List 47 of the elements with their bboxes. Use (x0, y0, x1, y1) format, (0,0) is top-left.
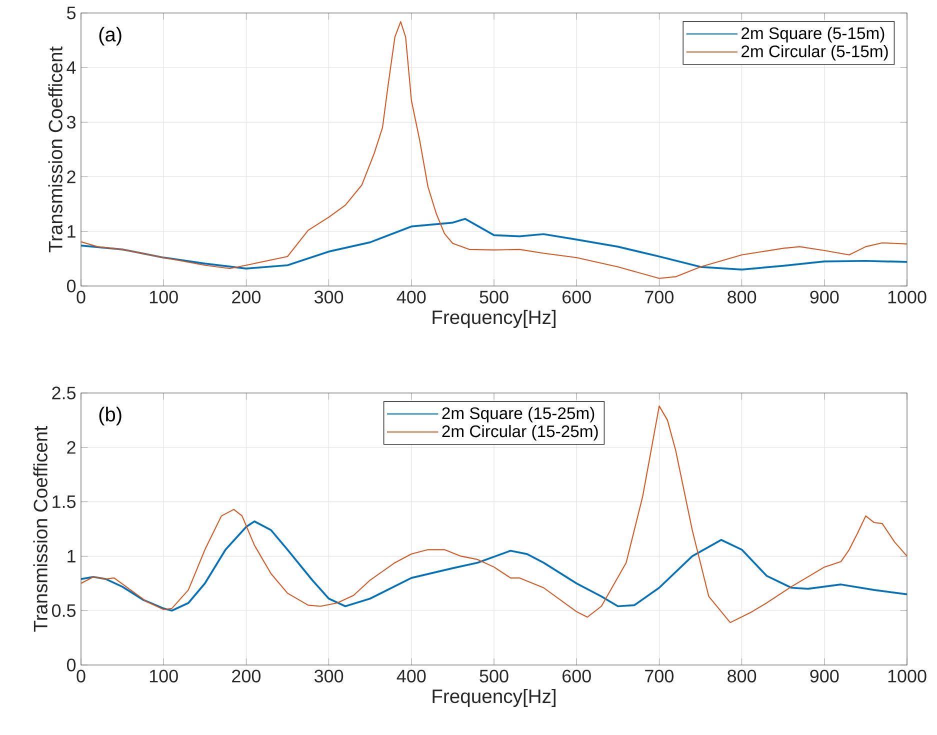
x-tick-label: 1000 (888, 290, 926, 304)
x-tick-label: 300 (314, 290, 344, 304)
y-tick-label: 0 (66, 280, 76, 292)
x-tick-label: 500 (480, 670, 508, 682)
x-tick-label: 100 (150, 290, 178, 304)
y-tick-label: 2.5 (52, 386, 76, 400)
y-tick-label: 1 (68, 550, 76, 562)
x-tick-label: 200 (232, 670, 261, 682)
y-tick-label: 2 (67, 441, 76, 454)
x-tick-label: 900 (810, 670, 839, 682)
annotation: (b) (99, 406, 122, 426)
x-tick-label: 600 (562, 670, 591, 682)
x-tick-label: 200 (232, 290, 261, 304)
x-tick-label: 700 (645, 290, 674, 304)
x-tick-label: 700 (645, 670, 674, 682)
x-tick-label: 1000 (888, 670, 926, 682)
legend-label: 2m Square (15-25m) (442, 406, 594, 422)
y-tick-label: 5 (66, 6, 76, 20)
y-tick-label: 2 (67, 170, 76, 184)
x-axis-title: Frequency[Hz] (432, 310, 556, 328)
legend-label: 2m Circular (5-15m) (742, 44, 888, 61)
annotation: (a) (99, 26, 122, 46)
x-tick-label: 400 (396, 290, 426, 304)
x-tick-label: 400 (396, 670, 426, 682)
x-tick-label: 0 (76, 670, 86, 682)
line-series (81, 520, 908, 612)
x-tick-label: 900 (810, 290, 839, 304)
y-tick-label: 4 (66, 61, 76, 74)
y-tick-label: 0 (66, 658, 76, 672)
line-series (81, 21, 908, 279)
x-tick-label: 100 (150, 670, 178, 682)
x-tick-label: 600 (562, 290, 591, 304)
x-tick-label: 300 (314, 670, 344, 682)
x-tick-label: 800 (728, 670, 756, 682)
y-tick-label: 1.5 (52, 496, 76, 508)
line-series (81, 218, 908, 271)
legend-label: 2m Circular (15-25m) (442, 424, 598, 440)
legend-label: 2m Square (5-15m) (742, 26, 884, 42)
y-tick-label: 1 (68, 225, 76, 238)
y-tick-label: 0.5 (52, 604, 76, 617)
x-axis-title: Frequency[Hz] (432, 688, 556, 707)
y-tick-label: 3 (66, 116, 76, 129)
y-axis-title: Transmission Coefficent (48, 46, 62, 252)
x-tick-label: 0 (76, 290, 86, 304)
y-axis-title: Transmission Coefficent (33, 426, 48, 632)
x-tick-label: 800 (728, 290, 756, 304)
x-tick-label: 500 (480, 290, 508, 304)
